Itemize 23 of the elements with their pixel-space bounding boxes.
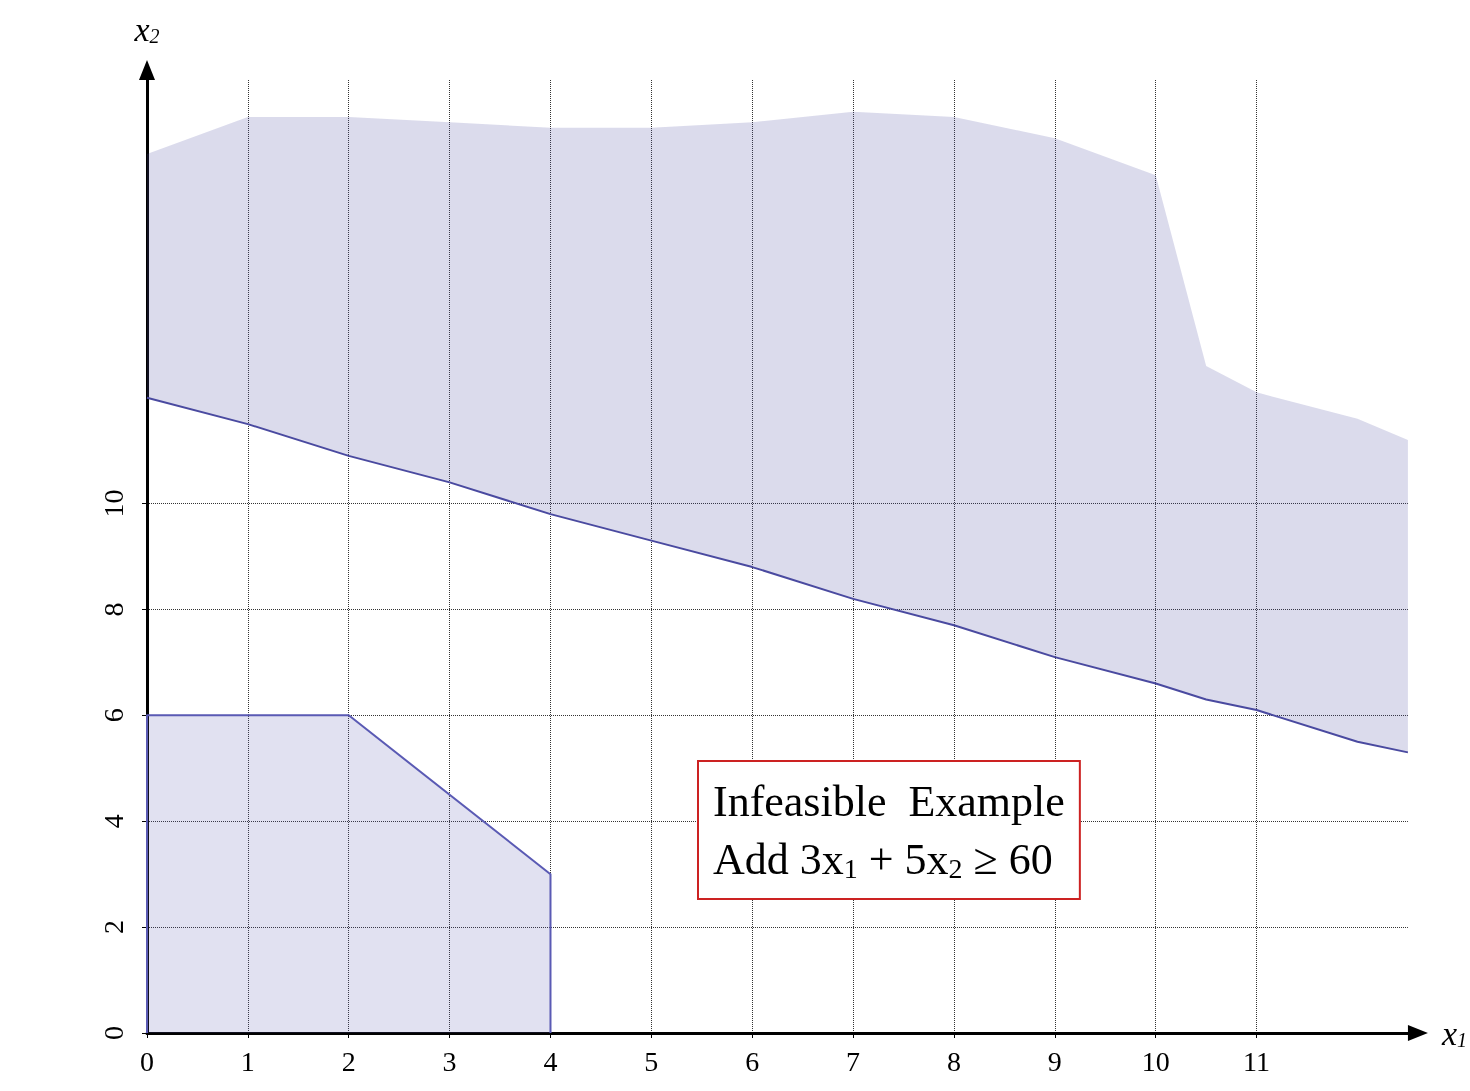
x-tick-label: 10	[1141, 1045, 1170, 1077]
annotation: Add 3x1 + 5x2 ≥ 60	[713, 834, 1053, 884]
annotation: Infeasible Example	[713, 776, 1065, 826]
y-tick-label: 8	[97, 602, 129, 617]
x-tick-label: 2	[341, 1045, 356, 1077]
x-axis-title: x1	[1440, 1014, 1467, 1052]
x-tick-label: 11	[1243, 1045, 1271, 1077]
x-tick-label: 6	[745, 1045, 760, 1077]
y-tick-label: 10	[97, 489, 129, 518]
x-tick-label: 7	[846, 1045, 861, 1077]
y-tick-label: 0	[97, 1026, 129, 1040]
y-axis-title: x2	[133, 10, 160, 48]
x-tick-label: 1	[240, 1045, 255, 1077]
x-tick-label: 0	[140, 1045, 154, 1077]
y-tick-label: 6	[97, 708, 129, 723]
x-tick-label: 5	[644, 1045, 659, 1077]
line-series	[146, 396, 1409, 754]
x-tick-label: 4	[543, 1045, 558, 1077]
y-tick-label: 4	[97, 814, 129, 829]
x-tick-label: 8	[946, 1045, 961, 1077]
x-tick-label: 3	[442, 1045, 457, 1077]
y-tick-label: 2	[97, 920, 129, 935]
x-tick-label: 9	[1047, 1045, 1062, 1077]
